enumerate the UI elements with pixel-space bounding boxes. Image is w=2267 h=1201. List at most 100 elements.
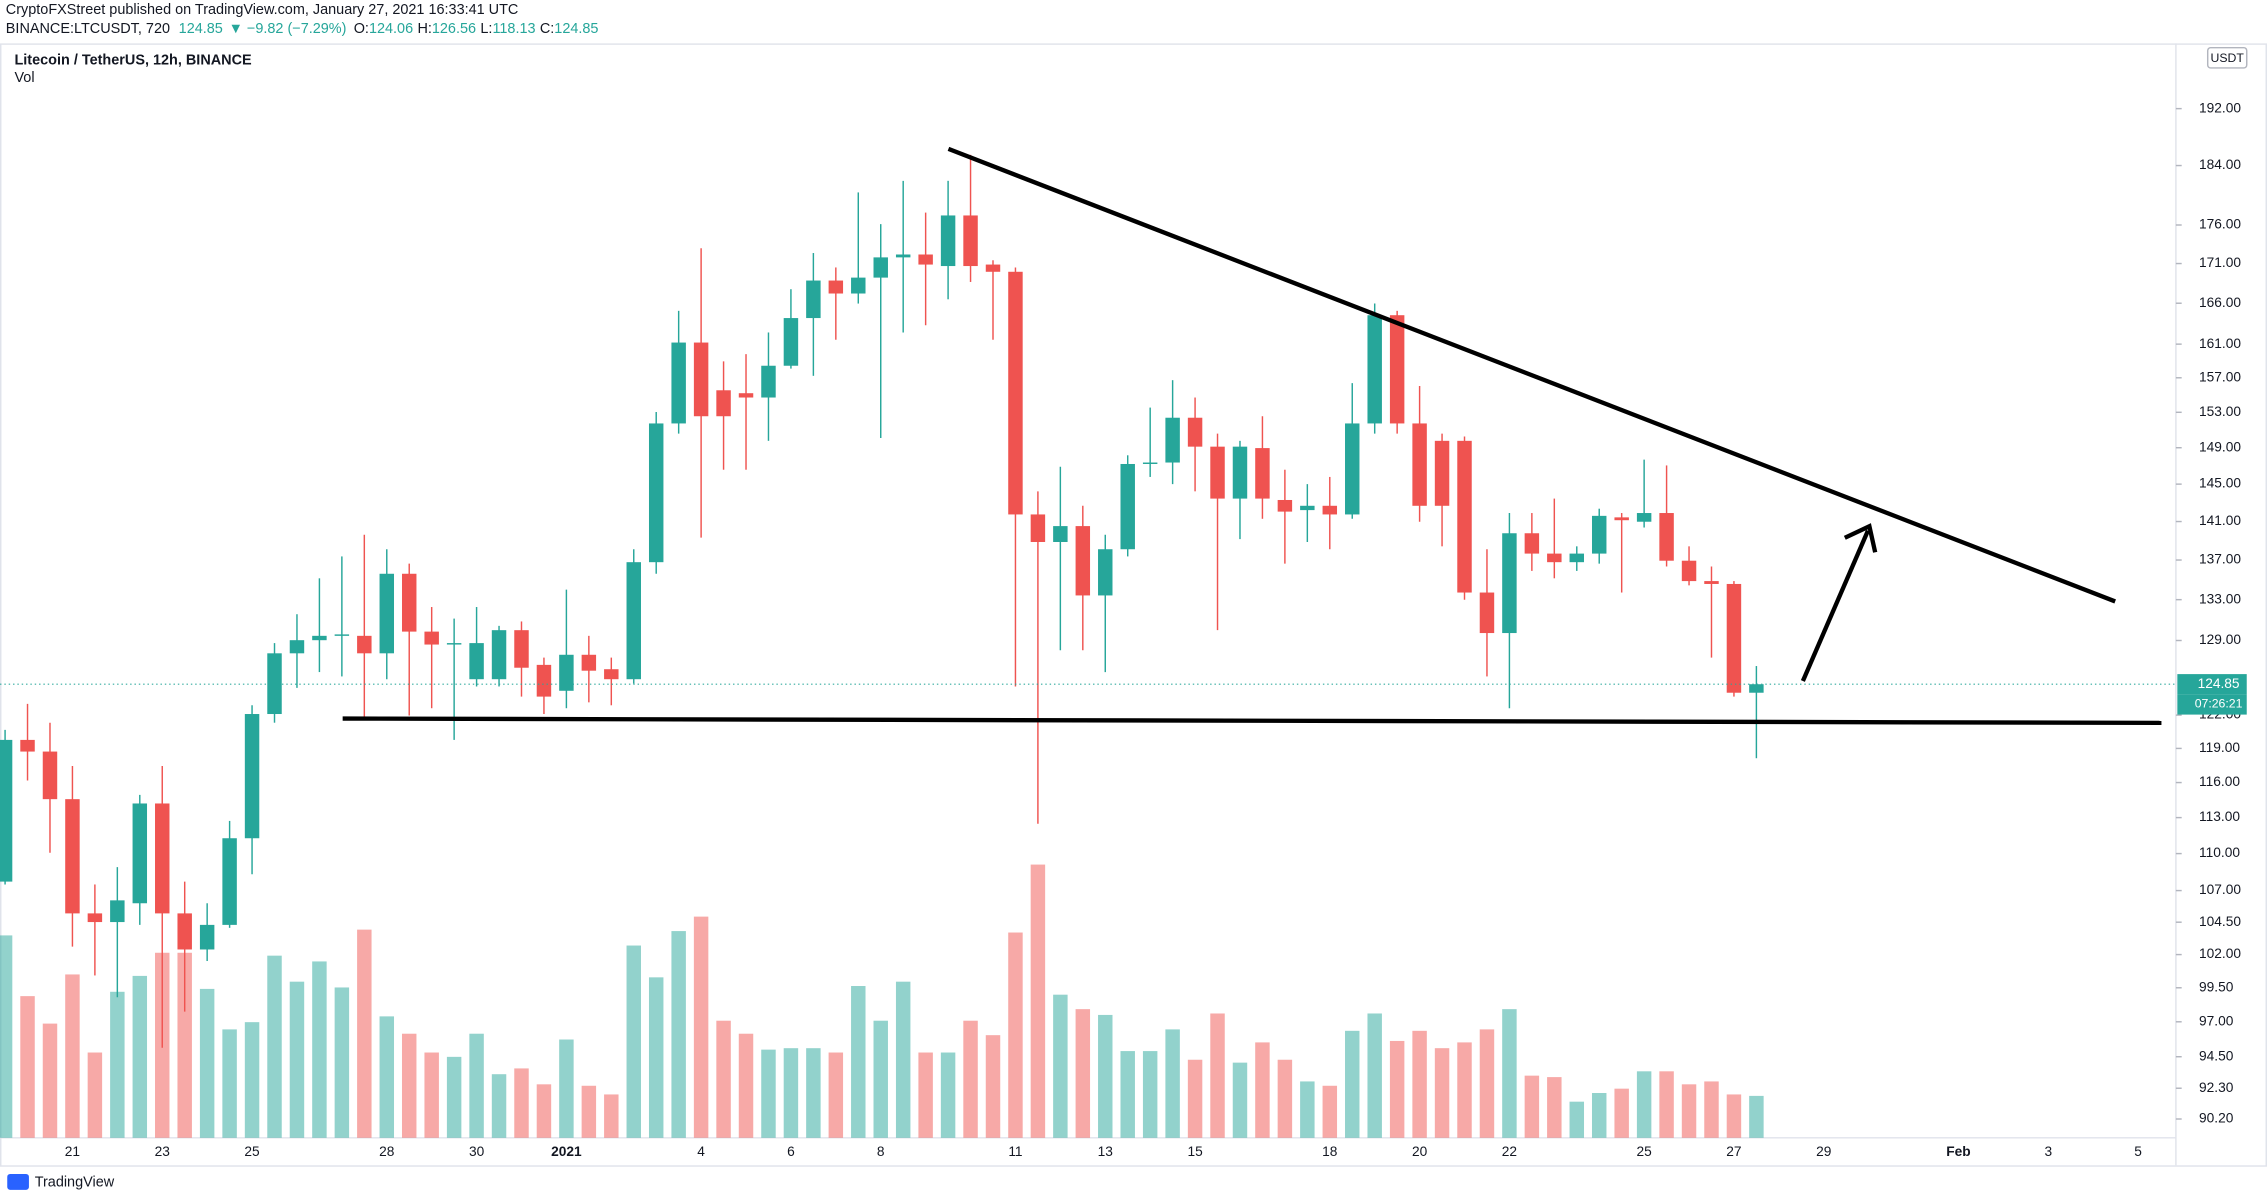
candle-body (1502, 533, 1517, 634)
volume-bar (491, 1074, 507, 1138)
axis-layer: 192.00 184.00 176.00 171.00 166.00 161.00 157.… (0, 100, 2247, 1159)
volume-bar (1098, 1014, 1113, 1138)
candle-body (1075, 526, 1091, 596)
currency-box[interactable] (2206, 46, 2248, 69)
y-tick-label: 192.00 (2199, 100, 2241, 115)
candle-body (42, 751, 58, 800)
candle-body (1098, 549, 1113, 596)
volume-bar (738, 1033, 754, 1138)
volume-bar (222, 1029, 237, 1138)
x-tick-label: 23 (155, 1144, 171, 1159)
last-price-label: 124.85 (2198, 676, 2240, 691)
candle-body (1142, 462, 1158, 464)
y-tick-label: 113.00 (2199, 809, 2240, 824)
x-tick-label: 5 (2134, 1144, 2142, 1159)
candle-body (514, 630, 529, 668)
volume-bar (469, 1033, 484, 1138)
currency[interactable]: USDT (2211, 51, 2245, 65)
candle-body (918, 254, 933, 265)
candle-body (469, 643, 484, 680)
quote-change: ▼ −9.82 (−7.29%) (229, 21, 347, 37)
x-tick-label: 25 (1636, 1144, 1652, 1159)
candle-body (1412, 423, 1427, 506)
candle-body (446, 643, 462, 645)
y-tick-label: 97.00 (2199, 1013, 2234, 1028)
y-tick-label: 171.00 (2199, 255, 2241, 270)
x-tick-label: 21 (65, 1144, 80, 1159)
volume-bar (1681, 1084, 1697, 1138)
volume-bar (648, 977, 664, 1138)
volume-bar (581, 1085, 597, 1138)
quote-field-label: L: (480, 21, 492, 37)
y-tick-label: 176.00 (2199, 217, 2241, 232)
volume-bar (1659, 1071, 1674, 1138)
x-tick-label: 2021 (551, 1144, 582, 1159)
volume-bar (1053, 994, 1068, 1138)
quote-field-label: O: (354, 21, 369, 37)
volume-bar (244, 1022, 260, 1138)
candle-body (334, 634, 350, 636)
quote-field-value: 124.06 (369, 21, 413, 37)
volume-bar (1345, 1030, 1360, 1138)
candle-body (671, 342, 686, 424)
candle-body (401, 573, 417, 632)
x-tick-label: 3 (2044, 1144, 2052, 1159)
volume-bar (1210, 1013, 1225, 1138)
candle-body (1120, 463, 1135, 550)
volume-bar (401, 1033, 417, 1138)
volume-bar (806, 1048, 821, 1138)
quote-last: 124.85 (179, 21, 223, 37)
candle-body (985, 264, 1001, 272)
volume-bar (20, 996, 35, 1138)
chart-title: Litecoin / TetherUS, 12h, BINANCE (14, 53, 252, 69)
volume-bar (87, 1052, 103, 1138)
candle-body (312, 635, 327, 641)
chart-frame (0, 43, 2267, 1167)
volume-bar (1075, 1009, 1091, 1138)
y-tick-label: 184.00 (2199, 157, 2241, 172)
x-tick-label: 20 (1412, 1144, 1428, 1159)
candle-body (559, 654, 574, 691)
candle-body (716, 390, 731, 417)
x-tick-label: 25 (244, 1144, 260, 1159)
candle-body (1300, 505, 1315, 511)
volume-bar (1547, 1077, 1562, 1138)
volume-bar (895, 981, 911, 1138)
countdown: 07:26:21 (2195, 697, 2243, 711)
candle-body (761, 365, 776, 398)
candle-body (1187, 417, 1203, 447)
volume-bar (1749, 1095, 1764, 1138)
volume-bar (1569, 1101, 1585, 1138)
volume-label: Vol (14, 70, 34, 86)
volume-bar (1389, 1040, 1405, 1138)
volume-bar (1524, 1075, 1540, 1138)
candle-body (1636, 513, 1652, 522)
y-tick-label: 129.00 (2199, 632, 2241, 647)
candle-body (491, 630, 507, 680)
candle-body (648, 423, 664, 563)
y-tick-label: 133.00 (2199, 591, 2241, 606)
candle-body (581, 654, 597, 671)
candle-body (65, 799, 80, 914)
volume-bar (559, 1039, 574, 1138)
y-tick-label: 99.50 (2199, 979, 2234, 994)
x-tick-label: 29 (1816, 1144, 1831, 1159)
quote-line: BINANCE:LTCUSDT, 720 124.85 ▼ −9.82 (−7.29… (6, 21, 599, 37)
candle-body (1479, 592, 1495, 634)
candle-body (806, 280, 821, 319)
candle-body (155, 803, 170, 914)
trendline (947, 146, 2116, 604)
volume-bar (0, 935, 13, 1138)
volume-bar (1142, 1051, 1158, 1138)
volume-bar (828, 1052, 844, 1138)
candle-body (851, 277, 866, 294)
candle-layer (0, 154, 1764, 1048)
y-tick-label: 116.00 (2199, 774, 2240, 789)
volume-bar (1614, 1088, 1629, 1138)
quote-field-label: C: (540, 21, 554, 37)
volume-bar (1502, 1009, 1517, 1138)
quote-field-label: H: (417, 21, 431, 37)
volume-bar (1367, 1013, 1382, 1138)
candle-body (1345, 423, 1360, 515)
candle-body (0, 739, 13, 882)
